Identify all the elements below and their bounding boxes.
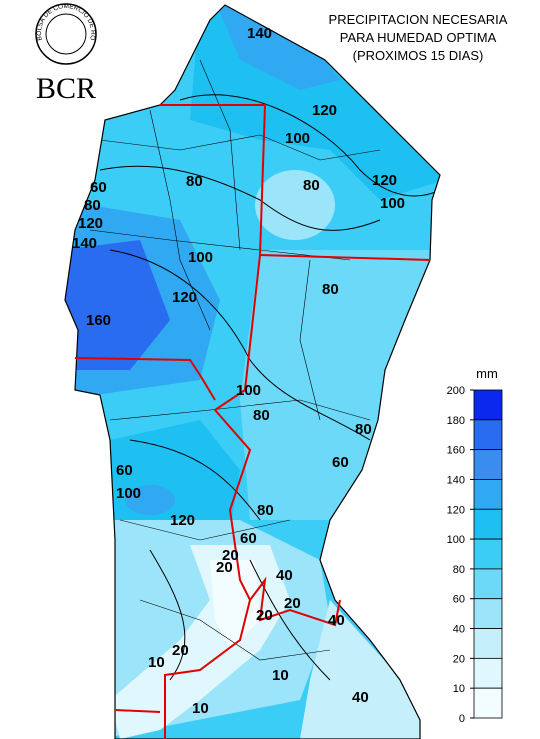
contour-label: 10 (192, 700, 209, 717)
legend-tick-label: 20 (453, 653, 465, 665)
legend-swatch (473, 657, 503, 689)
field-zone (215, 5, 340, 90)
contour-label: 60 (116, 462, 133, 479)
legend-tick-label: 200 (447, 385, 465, 397)
contour-label: 20 (222, 547, 239, 564)
legend-tick-label: 10 (453, 683, 465, 695)
department-lines (89, 59, 381, 661)
contour-label: 80 (253, 407, 270, 424)
contour-label: 80 (355, 421, 372, 438)
field-zone (255, 170, 335, 240)
legend-swatch (473, 687, 503, 719)
legend-swatch (473, 449, 503, 480)
region-borders (74, 104, 431, 739)
logo: BCR (36, 72, 96, 105)
contour-label: 140 (72, 235, 97, 252)
legend-tick-label: 160 (447, 445, 465, 457)
contour-label: 40 (276, 567, 293, 584)
contour-label: 160 (86, 312, 111, 329)
legend-unit: mm (476, 366, 498, 381)
contour-label: 20 (216, 559, 233, 576)
legend-tick-label: 120 (447, 504, 465, 516)
contour-lines (99, 94, 440, 681)
field-zone (240, 250, 440, 520)
field-zone (300, 600, 420, 739)
contour-label: 120 (78, 215, 103, 232)
field-zone (210, 560, 260, 650)
contour-label: 40 (328, 612, 345, 629)
field-zone (65, 240, 170, 370)
contour-labels: 140 120 100 80 120 100 80 60 80 120 140 … (72, 25, 405, 717)
title-line: (PROXIMOS 15 DIAS) (353, 48, 484, 63)
legend-swatch (473, 479, 503, 510)
legend-tick-label: 80 (453, 564, 465, 576)
contour-label: 80 (84, 197, 101, 214)
field-zone (125, 485, 175, 515)
title-line: PRECIPITACION NECESARIA (329, 12, 508, 27)
legend-tick-label: 0 (459, 713, 465, 725)
seal (35, 3, 97, 65)
legend-tick-label: 180 (447, 415, 465, 427)
legend-tick-label: 40 (453, 624, 465, 636)
contour-label: 20 (172, 642, 189, 659)
contour-label: 10 (148, 654, 165, 671)
contour-label: 100 (236, 382, 261, 399)
legend-swatch (473, 389, 503, 421)
contour-label: 60 (240, 530, 257, 547)
title-line: PARA HUMEDAD OPTIMA (340, 30, 497, 45)
contour-label: 80 (322, 281, 339, 298)
contour-label: 100 (188, 249, 213, 266)
legend-tick-label: 100 (447, 534, 465, 546)
contour-label: 120 (372, 172, 397, 189)
seal-inner (45, 13, 87, 55)
contour-label: 60 (332, 454, 349, 471)
legend-swatch (473, 628, 503, 659)
legend-swatch (473, 508, 503, 540)
contour-label: 120 (172, 289, 197, 306)
contour-label: 80 (303, 177, 320, 194)
contour-label: 120 (312, 102, 337, 119)
contour-label: 20 (256, 607, 273, 624)
legend-tick-label: 60 (453, 594, 465, 606)
contour-label: 120 (170, 512, 195, 529)
legend-swatch (473, 568, 503, 600)
contour-label: 10 (272, 667, 289, 684)
legend-tick-label: 140 (447, 474, 465, 486)
header: BOLSA DE COMERCIO DE ROSARIO BCR PRECIPI… (0, 0, 508, 105)
legend-swatch (473, 538, 503, 570)
contour-label: 60 (90, 179, 107, 196)
contour-label: 100 (116, 485, 141, 502)
legend-swatch (473, 419, 503, 451)
contour-label: 140 (247, 25, 272, 42)
contour-label: 40 (352, 689, 369, 706)
contour-label: 100 (285, 130, 310, 147)
contour-label: 80 (186, 173, 203, 190)
contour-label: 20 (284, 595, 301, 612)
contour-label: 100 (380, 195, 405, 212)
contour-label: 80 (257, 502, 274, 519)
legend-swatch (473, 598, 503, 629)
